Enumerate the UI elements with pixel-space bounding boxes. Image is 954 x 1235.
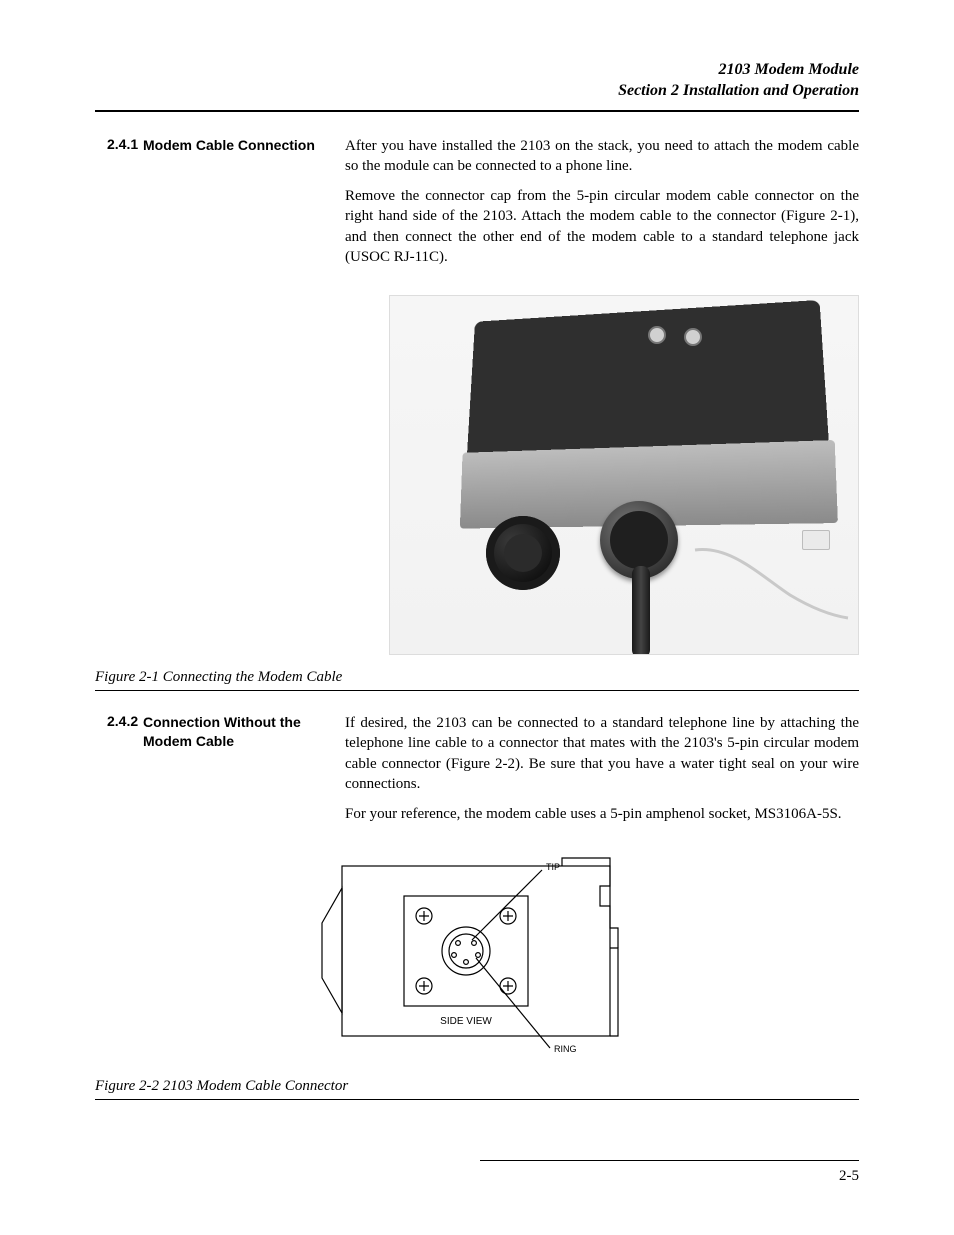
caption-rule: [95, 1099, 859, 1100]
section-2-4-2-heading: 2.4.2 Connection Without the Modem Cable: [95, 713, 345, 834]
paragraph: Remove the connector cap from the 5-pin …: [345, 186, 859, 267]
header-line-2: Section 2 Installation and Operation: [95, 81, 859, 102]
figure-2-1: [95, 295, 859, 655]
figure-2-1-caption: Figure 2-1 Connecting the Modem Cable: [95, 669, 859, 686]
section-2-4-1: 2.4.1 Modem Cable Connection After you h…: [95, 136, 859, 278]
figure-2-2-caption: Figure 2-2 2103 Modem Cable Connector: [95, 1078, 859, 1095]
paragraph: If desired, the 2103 can be connected to…: [345, 713, 859, 794]
phone-wire-shape: [690, 540, 850, 620]
stud-icon: [648, 326, 666, 344]
section-number: 2.4.2: [95, 713, 143, 834]
section-2-4-1-heading: 2.4.1 Modem Cable Connection: [95, 136, 345, 278]
stud-icon: [684, 328, 702, 346]
label-tip: TIP: [546, 862, 560, 872]
figure-2-1-image: [389, 295, 859, 655]
section-2-4-2-body: If desired, the 2103 can be connected to…: [345, 713, 859, 834]
connector-cap-shape: [486, 516, 560, 590]
section-number: 2.4.1: [95, 136, 143, 278]
header-line-1: 2103 Modem Module: [95, 60, 859, 81]
footer-rule: [480, 1160, 859, 1161]
section-2-4-1-body: After you have installed the 2103 on the…: [345, 136, 859, 278]
figure-2-2: TIP RING SIDE VIEW: [95, 848, 859, 1068]
section-2-4-2: 2.4.2 Connection Without the Modem Cable…: [95, 713, 859, 834]
section-title: Modem Cable Connection: [143, 136, 315, 278]
section-title: Connection Without the Modem Cable: [143, 713, 327, 834]
paragraph: After you have installed the 2103 on the…: [345, 136, 859, 177]
label-ring: RING: [554, 1044, 577, 1054]
caption-rule: [95, 690, 859, 691]
page-header: 2103 Modem Module Section 2 Installation…: [95, 60, 859, 102]
label-side-view: SIDE VIEW: [440, 1016, 492, 1027]
header-rule: [95, 110, 859, 112]
figure-2-2-diagram: TIP RING SIDE VIEW: [312, 848, 642, 1068]
paragraph: For your reference, the modem cable uses…: [345, 804, 859, 824]
page-number: 2-5: [839, 1168, 859, 1185]
modem-cable-shape: [632, 566, 650, 655]
